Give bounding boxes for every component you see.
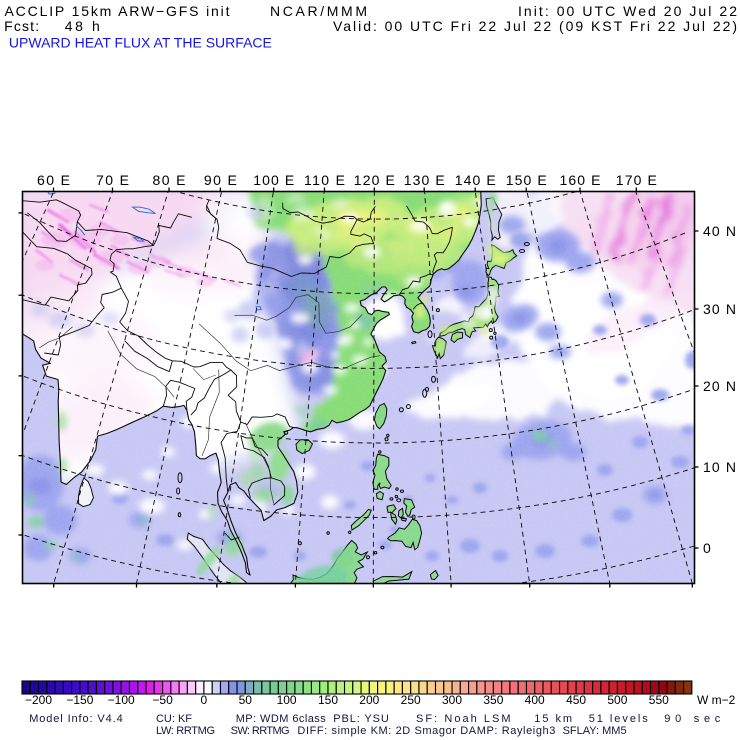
svg-text:140 E: 140 E — [455, 172, 496, 188]
svg-text:350: 350 — [483, 693, 503, 707]
svg-text:40 N: 40 N — [703, 223, 736, 239]
svg-text:Valid: 00 UTC Fri 22 Jul 22 (0: Valid: 00 UTC Fri 22 Jul 22 (09 KST Fri … — [333, 18, 737, 34]
svg-text:−50: −50 — [152, 693, 173, 707]
svg-text:W m−2: W m−2 — [697, 693, 736, 707]
svg-text:50: 50 — [239, 693, 253, 707]
svg-text:Init: 00 UTC Wed 20 Jul 22: Init: 00 UTC Wed 20 Jul 22 — [518, 3, 737, 19]
svg-text:UPWARD HEAT FLUX AT THE SURFAC: UPWARD HEAT FLUX AT THE SURFACE — [9, 35, 272, 51]
svg-text:170 E: 170 E — [616, 172, 657, 188]
svg-text:Fcst:: Fcst: — [4, 18, 39, 34]
svg-text:60 E: 60 E — [37, 172, 70, 188]
svg-text:0: 0 — [703, 540, 711, 556]
svg-text:48 h: 48 h — [65, 18, 100, 34]
svg-text:110 E: 110 E — [304, 172, 345, 188]
svg-text:90 E: 90 E — [204, 172, 237, 188]
svg-text:LW: RRTMG: LW: RRTMG — [156, 725, 215, 737]
svg-text:400: 400 — [525, 693, 545, 707]
svg-text:−100: −100 — [108, 693, 135, 707]
svg-text:120 E: 120 E — [354, 172, 395, 188]
svg-text:200: 200 — [359, 693, 379, 707]
svg-text:150 E: 150 E — [506, 172, 547, 188]
svg-text:100 E: 100 E — [253, 172, 294, 188]
svg-text:15 km: 15 km — [534, 713, 572, 725]
svg-text:70 E: 70 E — [96, 172, 129, 188]
svg-text:160 E: 160 E — [560, 172, 601, 188]
svg-text:SF: Noah LSM: SF: Noah LSM — [416, 713, 511, 725]
svg-text:−150: −150 — [66, 693, 93, 707]
svg-text:0: 0 — [201, 693, 208, 707]
svg-text:80 E: 80 E — [153, 172, 186, 188]
svg-text:CU: KF: CU: KF — [156, 713, 192, 725]
svg-text:Model Info: V4.4: Model Info: V4.4 — [29, 713, 123, 725]
svg-text:250: 250 — [401, 693, 421, 707]
svg-text:51 levels: 51 levels — [589, 713, 649, 725]
svg-text:550: 550 — [649, 693, 669, 707]
svg-text:30 N: 30 N — [703, 301, 736, 317]
svg-text:MP: WDM 6class: MP: WDM 6class — [236, 713, 327, 725]
svg-text:500: 500 — [607, 693, 627, 707]
svg-text:10 N: 10 N — [703, 459, 736, 475]
svg-text:150: 150 — [318, 693, 338, 707]
svg-text:450: 450 — [566, 693, 586, 707]
svg-text:SFLAY: MM5: SFLAY: MM5 — [563, 725, 627, 737]
svg-text:300: 300 — [442, 693, 462, 707]
svg-text:130 E: 130 E — [404, 172, 445, 188]
svg-text:PBL: YSU: PBL: YSU — [333, 713, 389, 725]
svg-text:20 N: 20 N — [703, 378, 736, 394]
svg-text:SW: RRTMG: SW: RRTMG — [231, 725, 290, 737]
svg-text:100: 100 — [277, 693, 297, 707]
svg-text:−200: −200 — [25, 693, 52, 707]
svg-text:DIFF: simple KM: 2D Smagor DAM: DIFF: simple KM: 2D Smagor DAMP: Rayleig… — [297, 725, 555, 737]
